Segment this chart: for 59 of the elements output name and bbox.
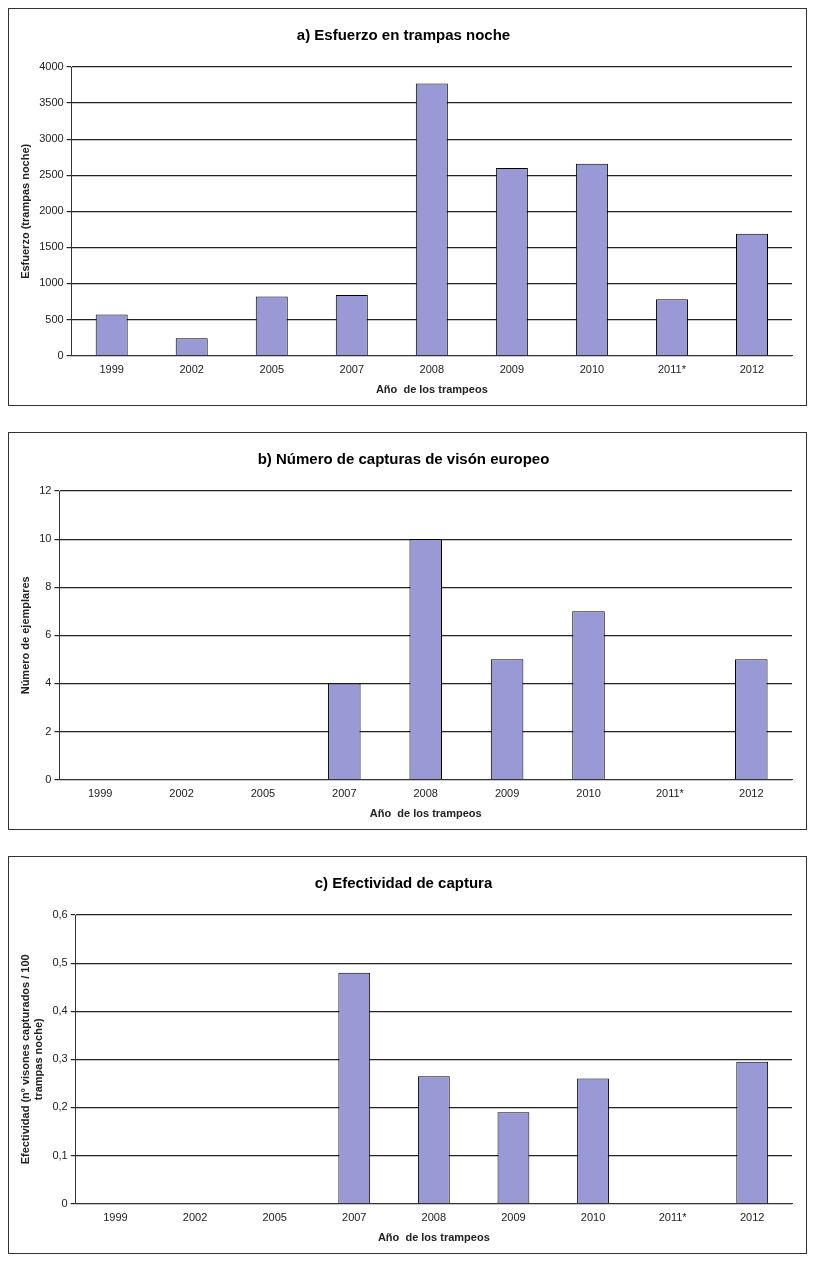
x-tick-label: 2011* <box>655 787 685 800</box>
y-axis-title: Número de ejemplares <box>18 576 31 695</box>
y-axis-title: Esfuerzo (trampas noche) <box>18 143 31 279</box>
chart-title: c) Efectividad de captura <box>314 874 493 892</box>
y-tick-label: 0 <box>45 772 52 785</box>
x-tick-label: 2002 <box>169 787 194 800</box>
x-tick-label: 2008 <box>421 1211 447 1224</box>
y-tick-label: 0,2 <box>52 1100 68 1113</box>
x-tick-label: 2002 <box>182 1211 208 1224</box>
y-tick-label: 0,6 <box>52 908 68 921</box>
y-tick-label: 12 <box>39 484 52 497</box>
x-axis-title: Año de los trampeos <box>375 383 488 396</box>
y-tick-label: 1500 <box>39 240 64 253</box>
x-tick-label: 2012 <box>739 1211 765 1224</box>
x-tick-label: 2011* <box>657 363 687 376</box>
x-tick-label: 2010 <box>576 787 601 800</box>
y-tick-label: 0 <box>61 1196 68 1209</box>
y-tick-label: 8 <box>45 580 52 593</box>
x-tick-label: 2008 <box>419 363 445 376</box>
y-tick-label: 6 <box>45 628 52 641</box>
x-axis-title: Año de los trampeos <box>377 1231 490 1244</box>
y-tick-label: 4000 <box>39 60 64 73</box>
y-tick-label: 0,3 <box>52 1052 68 1065</box>
x-tick-label: 2012 <box>739 363 765 376</box>
x-tick-label: 1999 <box>87 787 113 800</box>
x-tick-label: 2011* <box>658 1211 688 1224</box>
y-tick-label: 2500 <box>39 168 64 181</box>
y-tick-label: 3000 <box>39 132 64 145</box>
y-tick-label: 0 <box>57 348 64 361</box>
x-tick-label: 1999 <box>103 1211 128 1224</box>
x-axis-title: Año de los trampeos <box>369 807 482 820</box>
y-tick-label: 2 <box>45 724 52 737</box>
y-tick-label: 10 <box>39 532 52 545</box>
y-axis-title: Efectividad (nº visones capturados / 100 trampas noche) <box>18 954 44 1165</box>
x-tick-label: 2002 <box>179 363 204 376</box>
y-tick-label: 0,1 <box>52 1148 68 1161</box>
x-tick-label: 2012 <box>739 787 764 800</box>
x-tick-label: 2007 <box>332 787 357 800</box>
y-tick-label: 500 <box>45 312 64 325</box>
x-tick-label: 2009 <box>501 1211 526 1224</box>
y-tick-label: 3500 <box>39 96 64 109</box>
x-tick-label: 2005 <box>259 363 284 376</box>
x-tick-label: 2008 <box>413 787 438 800</box>
y-tick-label: 2000 <box>39 204 64 217</box>
chart-title: b) Número de capturas de visón europeo <box>257 450 550 468</box>
x-tick-label: 1999 <box>99 363 124 376</box>
x-tick-label: 2010 <box>580 1211 606 1224</box>
x-tick-label: 2009 <box>499 363 525 376</box>
x-tick-label: 2005 <box>250 787 276 800</box>
x-tick-label: 2005 <box>262 1211 287 1224</box>
y-tick-label: 0,4 <box>52 1004 68 1017</box>
x-tick-label: 2010 <box>579 363 605 376</box>
x-tick-label: 2007 <box>339 363 365 376</box>
y-tick-label: 4 <box>45 676 52 689</box>
y-tick-label: 0,5 <box>52 956 68 969</box>
x-tick-label: 2009 <box>494 787 520 800</box>
y-tick-label: 1000 <box>39 276 64 289</box>
chart-title: a) Esfuerzo en trampas noche <box>296 26 511 44</box>
x-tick-label: 2007 <box>342 1211 367 1224</box>
